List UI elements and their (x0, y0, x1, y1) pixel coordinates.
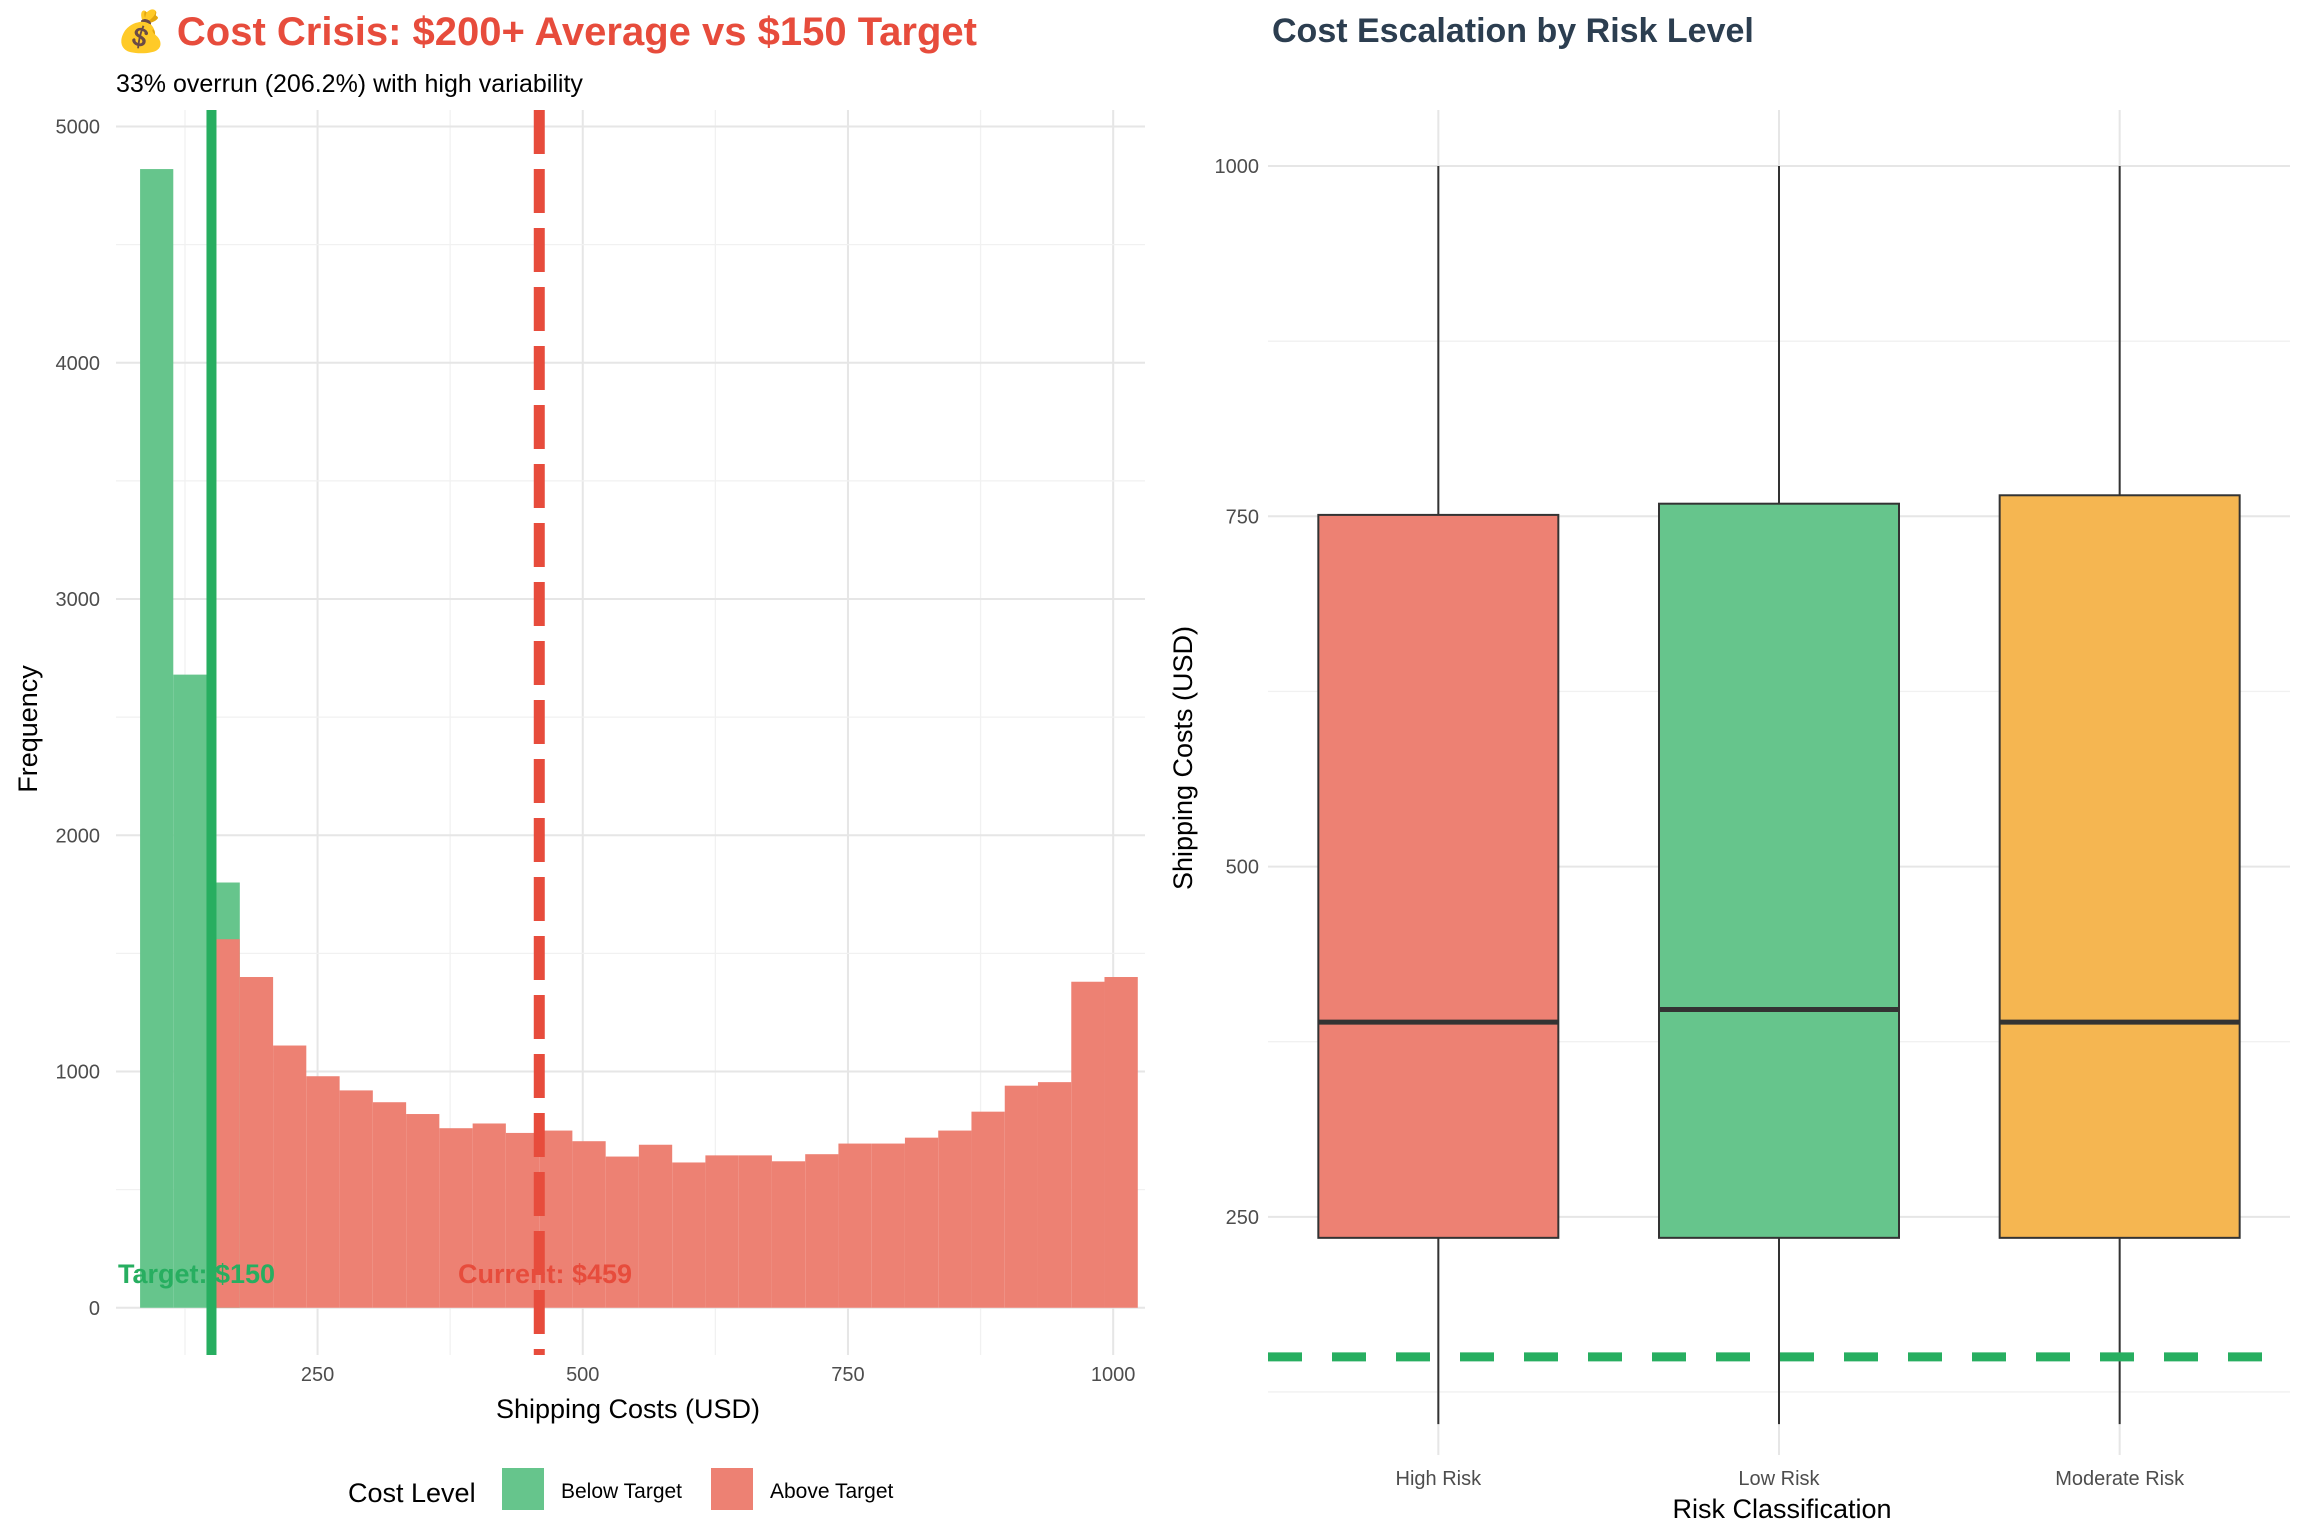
bar-above-target (439, 1128, 473, 1308)
bar-above-target (1004, 1085, 1038, 1308)
x-tick-label: 250 (301, 1364, 334, 1386)
bar-above-target (938, 1130, 972, 1308)
y-tick-label: 1000 (1215, 156, 1260, 178)
bar-above-target (771, 1161, 806, 1308)
bar-above-target (1071, 981, 1105, 1308)
histogram-title: 💰 Cost Crisis: $200+ Average vs $150 Tar… (116, 8, 977, 55)
boxplot-x-axis-label: Risk Classification (1672, 1494, 1891, 1524)
current-annotation: Current: $459 (458, 1259, 632, 1289)
histogram-subtitle: 33% overrun (206.2%) with high variabili… (116, 70, 583, 98)
bar-above-target (505, 1132, 540, 1308)
bar-above-target (1104, 977, 1138, 1308)
boxplot-boxes (1317, 166, 2241, 1425)
histogram-y-tick-labels: 0 1000 2000 3000 4000 5000 (56, 117, 101, 1320)
legend-title: Cost Level (348, 1478, 476, 1508)
bar-below-target (140, 169, 174, 1308)
histogram-y-axis-label: Frequency (13, 665, 43, 793)
bar-above-target (805, 1154, 839, 1308)
box-high-risk (1317, 513, 1560, 1239)
bar-above-target (738, 1155, 772, 1308)
bar-above-target (239, 977, 274, 1308)
y-tick-label: 250 (1226, 1207, 1259, 1229)
box-moderate-risk (1998, 494, 2241, 1239)
bar-above-target (372, 1102, 407, 1308)
histogram-bars (140, 169, 1138, 1308)
legend-label-above-target: Above Target (770, 1480, 894, 1503)
histogram-x-tick-labels: 250 500 750 1000 (301, 1364, 1136, 1386)
x-tick-label: 1000 (1091, 1364, 1136, 1386)
bar-above-target (572, 1141, 606, 1308)
y-tick-label: 500 (1226, 857, 1259, 879)
bar-above-target (838, 1143, 872, 1308)
histogram-reference-lines (206, 110, 545, 1355)
legend-label-below-target: Below Target (561, 1480, 682, 1503)
legend-key-below-target (502, 1468, 544, 1510)
x-tick-label: 750 (831, 1364, 864, 1386)
legend: Cost Level Below Target Above Target (348, 1468, 894, 1510)
boxplot-title: Cost Escalation by Risk Level (1272, 12, 1754, 50)
x-tick-label: High Risk (1396, 1468, 1483, 1490)
y-tick-label: 1000 (56, 1062, 101, 1084)
y-tick-label: 4000 (56, 353, 101, 375)
bar-above-target (539, 1130, 573, 1308)
bar-above-target (705, 1155, 739, 1308)
y-tick-label: 750 (1226, 506, 1259, 528)
boxplot-y-tick-labels: 250 500 750 1000 (1215, 156, 1260, 1229)
bar-above-target (406, 1114, 440, 1308)
bar-above-target (904, 1137, 939, 1308)
x-tick-label: Moderate Risk (2055, 1468, 2185, 1490)
box-low-risk (1658, 502, 1900, 1239)
bar-above-target (871, 1143, 905, 1308)
histogram-x-axis-label: Shipping Costs (USD) (496, 1394, 760, 1424)
boxplot-y-axis-label: Shipping Costs (USD) (1168, 626, 1198, 890)
bar-below-target (173, 674, 207, 1308)
bar-above-target (1037, 1082, 1072, 1308)
y-tick-label: 2000 (56, 825, 101, 847)
legend-key-above-target (711, 1468, 753, 1510)
y-tick-label: 0 (89, 1298, 100, 1320)
target-annotation: Target: $150 (118, 1259, 275, 1289)
bar-above-target (472, 1123, 506, 1308)
boxplot-x-tick-labels: High Risk Low Risk Moderate Risk (1396, 1468, 2186, 1490)
bar-above-target (672, 1162, 706, 1308)
x-tick-label: Low Risk (1738, 1468, 1820, 1490)
bar-above-target (605, 1156, 639, 1308)
y-tick-label: 3000 (56, 589, 101, 611)
x-tick-label: 500 (566, 1364, 599, 1386)
y-tick-label: 5000 (56, 117, 101, 139)
bar-above-target (971, 1111, 1005, 1308)
bar-above-target (638, 1144, 673, 1308)
bar-above-target (339, 1090, 373, 1308)
bar-above-target (306, 1076, 340, 1308)
boxplot-panel: Cost Escalation by Risk Level 250 500 750 1… (1168, 12, 2290, 1524)
histogram-panel: 💰 Cost Crisis: $200+ Average vs $150 Tar… (13, 8, 1145, 1510)
bar-above-target (273, 1045, 307, 1308)
